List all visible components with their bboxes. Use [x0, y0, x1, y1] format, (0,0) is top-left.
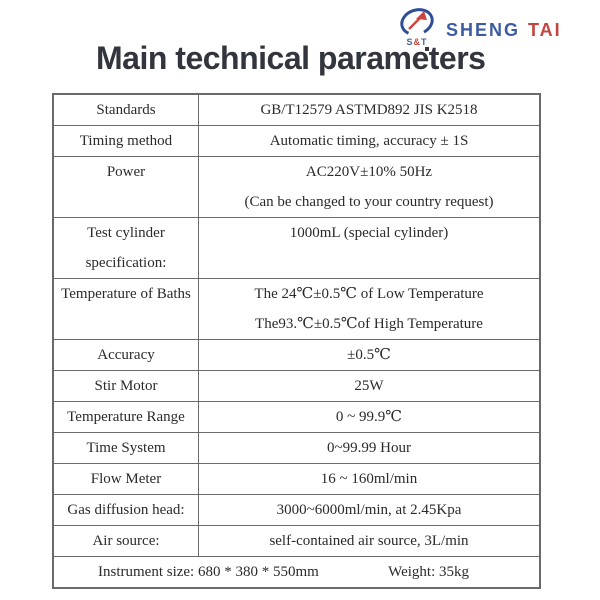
- table-row-gas-diffusion-head: Gas diffusion head: 3000~6000ml/min, at …: [54, 494, 539, 525]
- param-label-cell: Accuracy: [54, 340, 199, 370]
- param-value: 1000mL (special cylinder): [289, 225, 449, 241]
- weight-text: Weight: 35kg: [388, 564, 469, 580]
- param-label-cell: Temperature Range: [54, 402, 199, 432]
- param-label: Flow Meter: [90, 471, 162, 487]
- param-value: 0 ~ 99.9℃: [335, 409, 403, 425]
- param-label: specification:: [85, 255, 167, 271]
- param-value: 16 ~ 160ml/min: [320, 471, 418, 487]
- param-label: Time System: [86, 440, 166, 456]
- param-value: 0~99.99 Hour: [327, 440, 411, 456]
- logo-subtext: S&T: [398, 37, 436, 47]
- param-label: Timing method: [79, 133, 173, 149]
- param-value: 25W: [354, 378, 384, 394]
- param-value-cell: 0 ~ 99.9℃: [199, 402, 539, 432]
- table-row-standards: Standards GB/T12579 ASTMD892 JIS K2518: [54, 95, 539, 125]
- logo-sub-s: S: [406, 37, 414, 47]
- param-label-cell: Power: [54, 157, 199, 217]
- table-row-accuracy: Accuracy ±0.5℃: [54, 339, 539, 370]
- param-label: Test cylinder: [87, 225, 165, 241]
- table-row-timing-method: Timing method Automatic timing, accuracy…: [54, 125, 539, 156]
- param-value: Automatic timing, accuracy ± 1S: [269, 133, 469, 149]
- param-label-cell: Test cylinder specification:: [54, 218, 199, 278]
- param-label: Power: [106, 164, 146, 180]
- table-row-stir-motor: Stir Motor 25W: [54, 370, 539, 401]
- param-label-cell: Gas diffusion head:: [54, 495, 199, 525]
- param-label-cell: Stir Motor: [54, 371, 199, 401]
- page-title: Main technical parameters: [96, 40, 486, 76]
- param-label: Temperature Range: [67, 409, 185, 425]
- param-value: (Can be changed to your country request): [244, 194, 494, 210]
- compass-swoosh-icon: [400, 8, 434, 36]
- param-label-cell: Standards: [54, 95, 199, 125]
- param-label: Gas diffusion head:: [67, 502, 185, 518]
- logo-sub-amp: &: [413, 37, 421, 47]
- table-row-flow-meter: Flow Meter 16 ~ 160ml/min: [54, 463, 539, 494]
- table-row-air-source: Air source: self-contained air source, 3…: [54, 525, 539, 556]
- param-value-cell: 25W: [199, 371, 539, 401]
- param-label-cell: Time System: [54, 433, 199, 463]
- brand-name-tai: TAI: [528, 20, 562, 40]
- table-row-bath-temperature: Temperature of Baths The 24℃±0.5℃ of Low…: [54, 278, 539, 339]
- table-row-power: Power AC220V±10% 50Hz (Can be changed to…: [54, 156, 539, 217]
- param-value: The93.℃±0.5℃of High Temperature: [255, 316, 483, 332]
- param-value-cell: 16 ~ 160ml/min: [199, 464, 539, 494]
- param-value: GB/T12579 ASTMD892 JIS K2518: [260, 102, 478, 118]
- table-row-test-cylinder: Test cylinder specification: 1000mL (spe…: [54, 217, 539, 278]
- param-label-cell: Timing method: [54, 126, 199, 156]
- param-label: Air source:: [92, 533, 160, 549]
- parameters-table: Standards GB/T12579 ASTMD892 JIS K2518 T…: [52, 93, 541, 589]
- logo-sub-t: T: [421, 37, 428, 47]
- param-value: 3000~6000ml/min, at 2.45Kpa: [276, 502, 462, 518]
- param-label: Stir Motor: [94, 378, 158, 394]
- param-value-cell: self-contained air source, 3L/min: [199, 526, 539, 556]
- param-value-cell: ±0.5℃: [199, 340, 539, 370]
- logo-mark: S&T: [398, 6, 436, 51]
- brand-name-sheng: SHENG: [446, 20, 521, 40]
- param-value: self-contained air source, 3L/min: [269, 533, 469, 549]
- param-label-cell: Air source:: [54, 526, 199, 556]
- brand-logo: S&T SHENG TAI: [398, 6, 562, 51]
- param-label-cell: Temperature of Baths: [54, 279, 199, 339]
- table-row-temperature-range: Temperature Range 0 ~ 99.9℃: [54, 401, 539, 432]
- param-label: Temperature of Baths: [61, 286, 191, 302]
- param-value-cell: 1000mL (special cylinder): [199, 218, 539, 278]
- param-value-cell: Automatic timing, accuracy ± 1S: [199, 126, 539, 156]
- size-weight-cell: Instrument size: 680 * 380 * 550mm Weigh…: [54, 557, 539, 587]
- param-value-cell: The 24℃±0.5℃ of Low Temperature The93.℃±…: [199, 279, 539, 339]
- table-row-size-weight: Instrument size: 680 * 380 * 550mm Weigh…: [54, 556, 539, 587]
- param-value-cell: 3000~6000ml/min, at 2.45Kpa: [199, 495, 539, 525]
- param-value: The 24℃±0.5℃ of Low Temperature: [254, 286, 484, 302]
- table-row-time-system: Time System 0~99.99 Hour: [54, 432, 539, 463]
- param-label: Standards: [96, 102, 156, 118]
- instrument-size-text: Instrument size: 680 * 380 * 550mm: [98, 564, 319, 580]
- logo-dot: [425, 47, 429, 51]
- param-label: Accuracy: [97, 347, 155, 363]
- param-value-cell: 0~99.99 Hour: [199, 433, 539, 463]
- param-value: AC220V±10% 50Hz: [305, 164, 433, 180]
- brand-name: SHENG TAI: [446, 20, 562, 41]
- param-value: ±0.5℃: [347, 347, 391, 363]
- param-value-cell: GB/T12579 ASTMD892 JIS K2518: [199, 95, 539, 125]
- param-value-cell: AC220V±10% 50Hz (Can be changed to your …: [199, 157, 539, 217]
- param-label-cell: Flow Meter: [54, 464, 199, 494]
